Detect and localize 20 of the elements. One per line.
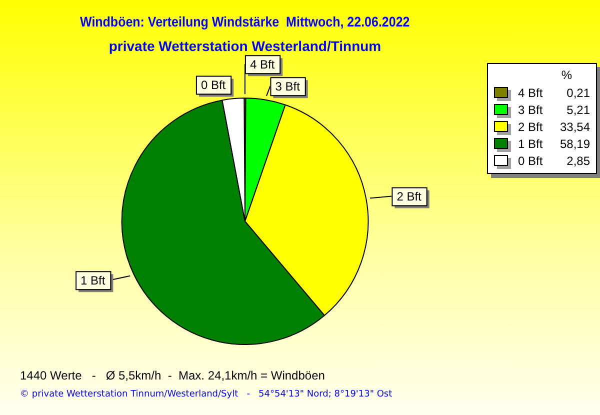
chart-title: Windböen: Verteilung Windstärke Mittwoch, 22.06.2022: [80, 14, 410, 30]
slice-label: 4 Bft: [250, 57, 276, 72]
data-label: 2,85: [566, 154, 590, 168]
legend-label: 3 Bft: [518, 102, 544, 116]
legend-label: 1 Bft: [518, 136, 544, 150]
legend-label: 2 Bft: [518, 120, 544, 134]
data-label: 0,21: [566, 86, 590, 100]
data-label: 5,21: [566, 102, 590, 116]
slice-label: 3 Bft: [275, 79, 301, 94]
data-label: 33,54: [558, 120, 590, 134]
legend-label: 4 Bft: [518, 86, 544, 100]
slice-label: 0 Bft: [200, 78, 226, 92]
legend-label: 0 Bft: [518, 154, 544, 168]
slice-label: 2 Bft: [396, 190, 422, 204]
chart-subtitle: private Wetterstation Westerland/Tinnum: [108, 38, 382, 54]
slice-label: 1 Bft: [80, 273, 106, 288]
legend-title: %: [560, 68, 573, 84]
text: © private Wetterstation Tinnum/Westerland/Sylt - 54°54'13" Nord; 8°19'13" Ost: [20, 389, 393, 400]
data-label: 58,19: [558, 136, 590, 150]
text: 1440 Werte - Ø 5,5km/h - Max. 24,1km/h = Windböen: [20, 368, 325, 382]
